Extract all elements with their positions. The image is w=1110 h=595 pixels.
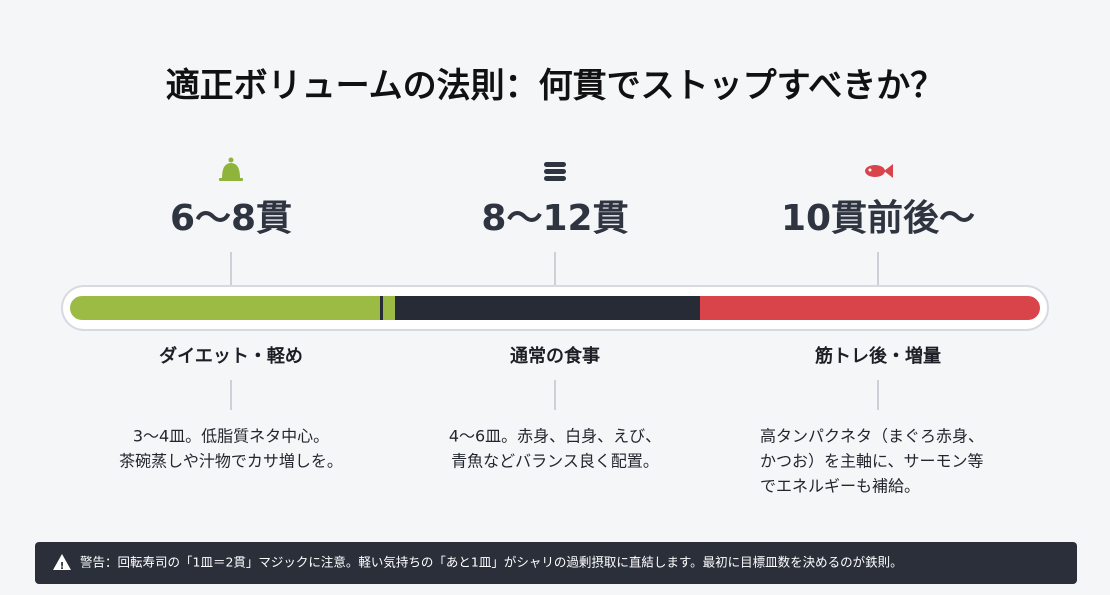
bar-segment-bulk bbox=[700, 296, 1040, 320]
bar-segment-normal bbox=[395, 296, 715, 320]
bar-segment-bulk bbox=[700, 296, 730, 320]
tier-description: でエネルギーも補給。 bbox=[760, 477, 920, 496]
tier-label: ダイエット・軽め bbox=[159, 345, 303, 367]
tier-description: かつお）を主軸に、サーモン等 bbox=[760, 452, 984, 471]
tier-range: 6〜8貫 bbox=[170, 198, 292, 239]
tier-label: 筋トレ後・増量 bbox=[815, 345, 941, 367]
tier-range: 8〜12貫 bbox=[481, 198, 628, 239]
bar-segment-light bbox=[383, 296, 395, 320]
warning-icon bbox=[53, 554, 71, 570]
tier-description: 高タンパクネタ（まぐろ赤身、 bbox=[760, 427, 984, 446]
tier-description: 青魚などバランス良く配置。 bbox=[451, 452, 659, 471]
tier-label: 通常の食事 bbox=[510, 345, 600, 367]
icon-normal bbox=[544, 162, 566, 181]
bar-segment-light bbox=[70, 296, 410, 320]
icon-bulk bbox=[865, 164, 893, 178]
tier-description: 4〜6皿。赤身、白身、えび、 bbox=[449, 427, 661, 446]
warning-text: 警告：回転寿司の「1皿＝2貫」マジックに注意。軽い気持ちの「あと1皿」がシャリの… bbox=[80, 555, 903, 570]
warning-box bbox=[35, 542, 1077, 584]
tier-description: 茶碗蒸しや汁物でカサ増しを。 bbox=[119, 452, 343, 471]
tier-description: 3〜4皿。低脂質ネタ中心。 bbox=[133, 427, 329, 446]
tier-range: 10貫前後〜 bbox=[781, 198, 975, 239]
icon-light bbox=[219, 157, 243, 181]
warning-icon: ! bbox=[60, 561, 65, 572]
title: 適正ボリュームの法則：何貫でストップすべきか？ bbox=[166, 66, 945, 106]
